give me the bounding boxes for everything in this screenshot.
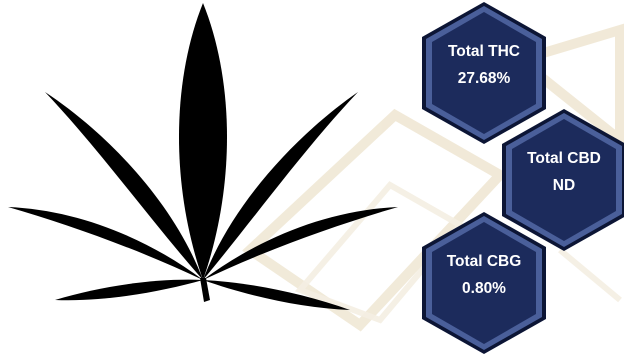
cannabis-leaf-icon [8, 3, 398, 310]
badge-total-cbg: Total CBG 0.80% [418, 210, 550, 355]
badge-total-cbd: Total CBD ND [498, 107, 624, 253]
hexagon-shape [422, 2, 546, 144]
badge-total-thc: Total THC 27.68% [418, 0, 550, 146]
badge-value: 0.80% [462, 280, 506, 297]
hexagon-shape [422, 212, 546, 354]
badge-value: 27.68% [457, 70, 511, 87]
badge-label: Total CBG [446, 253, 522, 270]
badge-label: Total CBD [527, 150, 601, 167]
hexagon-shape [502, 109, 624, 251]
badge-value: ND [552, 177, 576, 194]
badge-label: Total THC [447, 43, 521, 60]
